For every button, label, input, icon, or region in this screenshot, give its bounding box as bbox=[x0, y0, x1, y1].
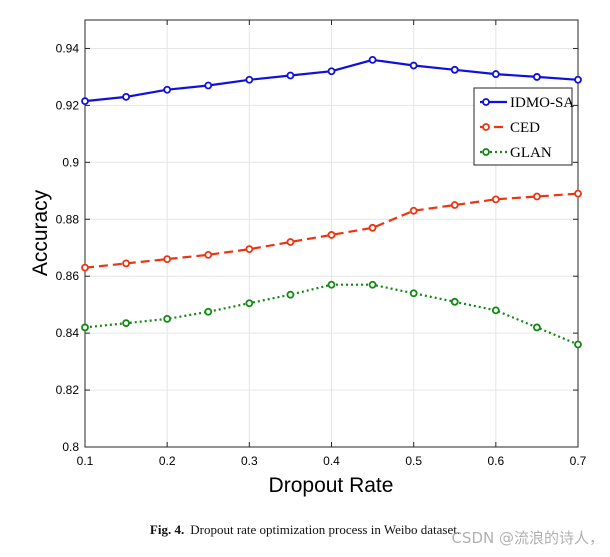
data-point-ced bbox=[409, 206, 418, 215]
data-point-idmo-sa bbox=[204, 81, 213, 90]
data-point-ced bbox=[450, 201, 459, 209]
series-ced bbox=[81, 189, 582, 272]
data-point-idmo-sa bbox=[163, 85, 172, 94]
data-point-idmo-sa bbox=[491, 70, 500, 78]
data-point-glan bbox=[245, 299, 254, 308]
series-layer bbox=[81, 55, 582, 349]
legend-marker-ced bbox=[482, 123, 490, 131]
legend-item-idmo-sa: IDMO-SA bbox=[480, 95, 574, 111]
data-point-idmo-sa bbox=[409, 61, 418, 70]
legend-marker-idmo-sa bbox=[482, 98, 490, 106]
data-point-glan bbox=[533, 323, 541, 332]
data-point-idmo-sa bbox=[574, 75, 582, 84]
caption-label: Fig. 4. bbox=[149, 522, 185, 537]
y-tick-label: 0.86 bbox=[56, 269, 80, 283]
legend-label-idmo-sa: IDMO-SA bbox=[510, 95, 574, 111]
y-tick-label: 0.92 bbox=[56, 98, 80, 112]
data-point-ced bbox=[533, 192, 541, 201]
data-point-glan bbox=[286, 290, 295, 299]
data-point-idmo-sa bbox=[327, 67, 336, 76]
legend-label-glan: GLAN bbox=[510, 145, 552, 161]
data-point-glan bbox=[574, 340, 582, 349]
x-tick-label: 0.1 bbox=[77, 454, 94, 468]
data-point-ced bbox=[286, 238, 295, 246]
data-point-idmo-sa bbox=[81, 97, 89, 106]
data-point-ced bbox=[163, 255, 172, 264]
legend-items: IDMO-SA CED GLAN bbox=[480, 95, 574, 161]
data-point-glan bbox=[122, 319, 130, 328]
series-glan bbox=[81, 280, 582, 349]
data-point-idmo-sa bbox=[533, 73, 541, 81]
legend-item-ced: CED bbox=[480, 120, 540, 136]
x-tick-label: 0.2 bbox=[159, 454, 176, 468]
data-point-ced bbox=[574, 189, 582, 198]
data-point-glan bbox=[409, 289, 418, 298]
caption-text: Dropout rate optimization process in Wei… bbox=[190, 522, 461, 537]
ticks-layer: 0.1 0.2 0.3 0.4 0.5 0.6 0.7 0.8 0.82 0.84 0.86 0.88… bbox=[56, 20, 587, 468]
data-point-glan bbox=[491, 306, 500, 315]
chart-svg: 0.1 0.2 0.3 0.4 0.5 0.6 0.7 0.8 0.82 0.84 0.86 0.88… bbox=[29, 19, 587, 497]
legend-label-ced: CED bbox=[510, 120, 540, 136]
legend-marker-glan bbox=[482, 148, 490, 156]
figure-caption: Fig. 4. Dropout rate optimization process… bbox=[0, 522, 610, 538]
y-tick-label: 0.82 bbox=[56, 383, 80, 397]
watermark-text: CSDN @流浪的诗人， bbox=[451, 529, 604, 547]
x-tick-label: 0.3 bbox=[241, 454, 258, 468]
y-tick-label: 0.84 bbox=[56, 326, 80, 340]
data-point-glan bbox=[327, 280, 336, 289]
data-point-ced bbox=[368, 223, 377, 232]
y-tick-label: 0.8 bbox=[62, 440, 79, 454]
data-point-ced bbox=[81, 263, 89, 272]
y-axis-title: Accuracy bbox=[29, 189, 52, 276]
data-point-glan bbox=[163, 314, 172, 323]
x-tick-label: 0.6 bbox=[487, 454, 504, 468]
data-point-glan bbox=[204, 307, 213, 316]
data-point-glan bbox=[81, 323, 89, 332]
legend-item-glan: GLAN bbox=[480, 145, 552, 161]
data-point-glan bbox=[368, 280, 377, 289]
x-tick-label: 0.4 bbox=[323, 454, 340, 468]
x-axis-title: Dropout Rate bbox=[269, 474, 394, 497]
data-point-ced bbox=[327, 231, 336, 239]
data-point-idmo-sa bbox=[368, 55, 377, 64]
x-tick-label: 0.5 bbox=[405, 454, 422, 468]
series-idmo-sa bbox=[81, 55, 582, 106]
data-point-glan bbox=[450, 297, 459, 306]
data-point-ced bbox=[491, 195, 500, 204]
y-tick-label: 0.9 bbox=[62, 155, 79, 169]
legend: IDMO-SA CED GLAN bbox=[473, 87, 574, 166]
data-point-idmo-sa bbox=[286, 71, 295, 80]
data-point-ced bbox=[122, 259, 130, 268]
data-point-idmo-sa bbox=[245, 75, 254, 84]
y-tick-label: 0.94 bbox=[56, 41, 80, 55]
x-tick-label: 0.7 bbox=[570, 454, 587, 468]
data-point-ced bbox=[245, 245, 254, 254]
data-point-idmo-sa bbox=[450, 65, 459, 74]
data-point-idmo-sa bbox=[122, 92, 130, 101]
y-tick-label: 0.88 bbox=[56, 212, 80, 226]
data-point-ced bbox=[204, 250, 213, 259]
